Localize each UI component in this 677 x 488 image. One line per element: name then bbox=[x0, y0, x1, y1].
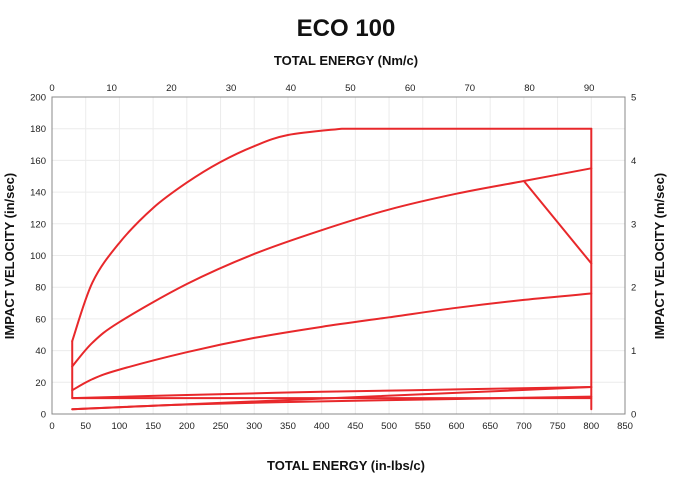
x-tick-label: 100 bbox=[111, 421, 127, 432]
series-line-9 bbox=[522, 180, 593, 265]
x-tick-label: 150 bbox=[145, 421, 161, 432]
x-tick-label: 650 bbox=[482, 421, 498, 432]
x-tick-label: 250 bbox=[213, 421, 229, 432]
x-tick-label: 350 bbox=[280, 421, 296, 432]
y-tick-label: 80 bbox=[35, 283, 46, 294]
x-tick-label: 600 bbox=[449, 421, 465, 432]
y-tick-label: 0 bbox=[41, 410, 46, 421]
x2-tick-label: 90 bbox=[584, 83, 595, 94]
y-tick-label: 200 bbox=[30, 93, 46, 104]
top-axis-title: TOTAL ENERGY (Nm/c) bbox=[274, 53, 418, 68]
bottom-axis-title: TOTAL ENERGY (in-lbs/c) bbox=[267, 458, 425, 473]
x-tick-label: 750 bbox=[550, 421, 566, 432]
y-tick-label: 60 bbox=[35, 314, 46, 325]
y2-tick-label: 5 bbox=[631, 93, 636, 104]
x2-tick-label: 60 bbox=[405, 83, 416, 94]
x-tick-label: 300 bbox=[246, 421, 262, 432]
y-tick-label: 40 bbox=[35, 346, 46, 357]
right-axis-ticks: 0 1 2 3 4 5 bbox=[631, 93, 636, 421]
x-tick-label: 800 bbox=[583, 421, 599, 432]
y2-tick-label: 1 bbox=[631, 346, 636, 357]
y-tick-label: 160 bbox=[30, 156, 46, 167]
chart-title: ECO 100 bbox=[297, 15, 396, 42]
y-tick-label: 120 bbox=[30, 219, 46, 230]
x-tick-label: 400 bbox=[314, 421, 330, 432]
top-axis-ticks: 0 10 20 30 40 50 60 70 80 90 bbox=[49, 83, 594, 94]
series-line-3 bbox=[71, 292, 593, 392]
series-line-4 bbox=[71, 386, 593, 400]
right-axis-title: IMPACT VELOCITY (m/sec) bbox=[652, 173, 667, 339]
x2-tick-label: 10 bbox=[106, 83, 117, 94]
y2-tick-label: 4 bbox=[631, 156, 636, 167]
y-tick-label: 180 bbox=[30, 124, 46, 135]
x2-tick-label: 40 bbox=[285, 83, 296, 94]
series-line-1 bbox=[71, 127, 593, 343]
x2-tick-label: 70 bbox=[465, 83, 476, 94]
plot-frame bbox=[51, 96, 626, 415]
x-tick-label: 0 bbox=[49, 421, 54, 432]
x2-tick-label: 30 bbox=[226, 83, 237, 94]
left-axis-title: IMPACT VELOCITY (in/sec) bbox=[2, 173, 17, 339]
x-tick-label: 700 bbox=[516, 421, 532, 432]
y2-tick-label: 2 bbox=[631, 283, 636, 294]
series-line-8 bbox=[71, 386, 593, 411]
x-tick-label: 500 bbox=[381, 421, 397, 432]
y-tick-label: 140 bbox=[30, 188, 46, 199]
x-tick-label: 200 bbox=[179, 421, 195, 432]
y-tick-label: 20 bbox=[35, 378, 46, 389]
left-axis-ticks: 0 20 40 60 80 100 120 140 160 180 200 bbox=[30, 93, 46, 421]
y-tick-label: 100 bbox=[30, 251, 46, 262]
x2-tick-label: 0 bbox=[49, 83, 54, 94]
x2-tick-label: 50 bbox=[345, 83, 356, 94]
x2-tick-label: 20 bbox=[166, 83, 177, 94]
x-tick-label: 450 bbox=[347, 421, 363, 432]
x-tick-label: 850 bbox=[617, 421, 633, 432]
y2-tick-label: 3 bbox=[631, 219, 636, 230]
bottom-axis-ticks: 0 50 100 150 200 250 300 350 400 450 500 550 600 650 7… bbox=[49, 421, 633, 432]
series-layer bbox=[71, 127, 593, 411]
series-line-7 bbox=[71, 340, 593, 400]
x-tick-label: 550 bbox=[415, 421, 431, 432]
y2-tick-label: 0 bbox=[631, 410, 636, 421]
x2-tick-label: 80 bbox=[524, 83, 535, 94]
x-tick-label: 50 bbox=[80, 421, 91, 432]
grid bbox=[51, 96, 626, 415]
series-line-2 bbox=[71, 167, 593, 368]
